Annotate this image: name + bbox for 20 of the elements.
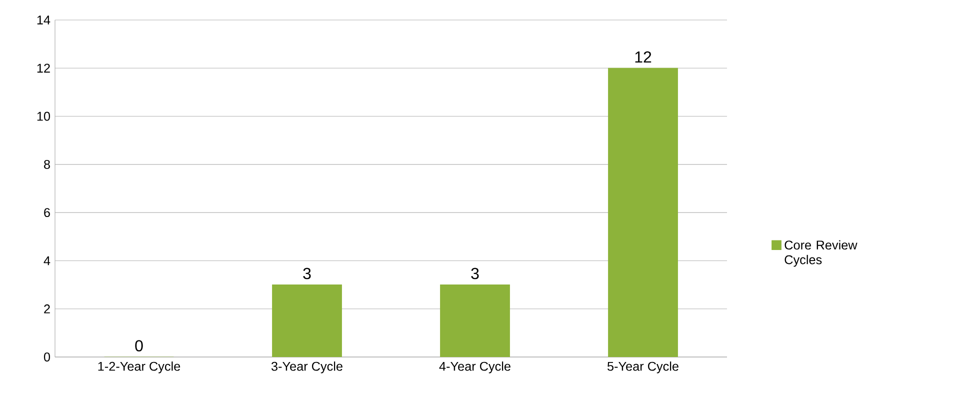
x-tick-label: 1-2-Year Cycle — [98, 361, 180, 374]
y-tick-label: 6 — [44, 208, 50, 218]
y-tick-label: 8 — [44, 160, 50, 169]
y-tick-label: 4 — [44, 256, 50, 266]
y-tick-label: 0 — [44, 352, 50, 362]
bar — [608, 68, 678, 357]
data-label: 3 — [471, 268, 479, 280]
x-tick-label: 3-Year Cycle — [271, 361, 342, 374]
data-label: 3 — [303, 268, 311, 280]
y-tick-label: 14 — [37, 16, 50, 24]
x-tick-label: 5-Year Cycle — [607, 361, 678, 374]
data-label: 0 — [135, 340, 143, 352]
x-tick-label: 4-Year Cycle — [439, 361, 510, 374]
y-tick-label: 12 — [37, 64, 50, 73]
data-label: 12 — [635, 51, 652, 63]
y-tick-label: 2 — [44, 304, 50, 314]
y-tick-label: 10 — [37, 112, 50, 121]
bar — [440, 284, 510, 357]
bar — [272, 284, 342, 357]
legend-label: Core Review Cycles — [784, 240, 858, 267]
